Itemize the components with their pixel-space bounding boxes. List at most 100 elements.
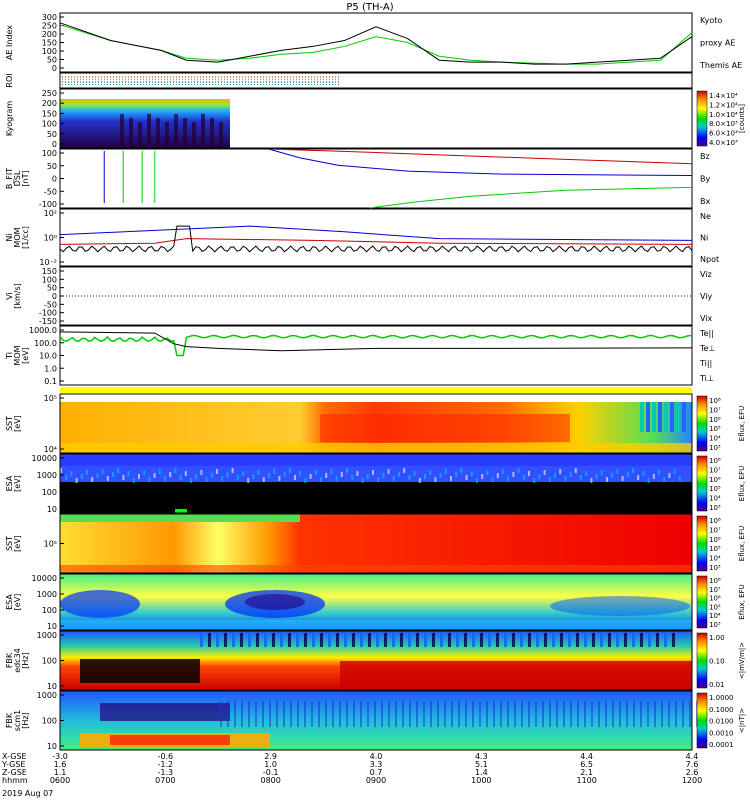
fbk-b-stripe [542, 701, 544, 727]
colorbar-tick-label: 0.01 [709, 681, 725, 689]
fbk-e-stripe [280, 633, 283, 647]
fbk-b-stripe [528, 701, 530, 727]
sst-i-bottom [60, 565, 692, 573]
fbk-e-stripe [472, 633, 475, 647]
colorbar-tick-label: 10⁵ [709, 603, 721, 611]
esa-e-speckle [637, 475, 640, 480]
fbk-b-stripe [416, 701, 418, 727]
colorbar-tick-label: 10⁴ [709, 612, 721, 620]
esa-e-speckle [70, 471, 73, 476]
fbk-b-stripe [479, 701, 481, 727]
sst-e-stripe [646, 402, 650, 432]
x-axis-value: 4.4 [580, 752, 593, 761]
ae-series-kyoto [59, 24, 693, 65]
fbk-e-stripe [360, 633, 363, 647]
y-axis-label: [Hz] [21, 652, 30, 668]
x-axis-value: 0.7 [370, 768, 383, 777]
legend-entry: Kyoto [700, 16, 722, 25]
legend-entry: proxy AE [700, 39, 735, 48]
x-axis-value: 0700 [155, 776, 175, 785]
fbk-e-stripe [216, 633, 219, 647]
sst-e-stripe [676, 402, 680, 432]
esa-e-speckle [450, 476, 452, 481]
y-tick-label: 1000 [37, 631, 57, 640]
legend-entry: Ti|| [699, 359, 712, 368]
fbk-b-stripe [451, 701, 453, 727]
fbk-e-stripe [496, 633, 499, 647]
panel-fbk_e: FBK edc34 [Hz] 1000 100 10 1.00 0.10 0.01 <|mV/m|… [5, 630, 746, 691]
y-tick-label: 100 [42, 717, 57, 726]
esa-e-speckle [164, 476, 166, 481]
esa-e-speckle [351, 475, 354, 480]
y-axis-label: scm1 [13, 710, 22, 731]
colorbar-tick-label: 6.0×10³ [709, 130, 738, 138]
npot-line [59, 225, 693, 241]
kyogram-dark-band [120, 114, 124, 145]
bz-line [268, 148, 693, 165]
legend-entry: By [700, 175, 710, 184]
fbk-b-stripe [619, 701, 621, 727]
esa-i-blob [60, 590, 140, 618]
y-axis-label: Vi [5, 292, 14, 300]
esa-e-speckle [65, 475, 68, 480]
y-tick-label: -50 [44, 300, 57, 309]
x-axis-value: 1.6 [54, 760, 67, 769]
y-axis-label: B_FIT [5, 168, 14, 189]
colorbar-tick-label: 10³ [709, 564, 721, 572]
esa-e-speckle [210, 473, 213, 478]
fbk-e-stripe [296, 633, 299, 647]
y-axis-label: SST [5, 536, 14, 551]
fbk-e-stripe [672, 633, 675, 647]
fbk-e-stripe [544, 633, 547, 647]
panel-bg [60, 13, 692, 72]
esa-e-speckle [262, 477, 265, 482]
esa-e-speckle [200, 470, 203, 475]
y-tick-label: 0 [52, 64, 57, 73]
y-tick-label: 10 [47, 505, 57, 514]
fbk-e-stripe [624, 633, 627, 647]
colorbar-tick-label: 0.0100 [709, 718, 734, 726]
x-axis-value: 1100 [576, 776, 596, 785]
esa-e-speckle [127, 471, 130, 476]
x-axis-value: 1000 [471, 776, 491, 785]
panel-roi: ROI [5, 72, 693, 89]
x-axis-value: 1200 [682, 776, 702, 785]
kyogram-dark-band [183, 118, 187, 149]
colorbar-tick-label: 4.0×10³ [709, 139, 738, 147]
y-tick-label: 10⁰ [44, 234, 57, 243]
esa-i-blob [550, 596, 690, 616]
sst-e-stripe [682, 402, 686, 432]
esa-e-speckle [626, 472, 629, 477]
fbk-b-stripe [689, 701, 691, 727]
fbk-e-stripe [512, 633, 515, 647]
esa-e-speckle [143, 470, 146, 475]
by-line [369, 186, 693, 209]
esa-i-blob-core [245, 594, 305, 610]
fbk-e-stripe [344, 633, 347, 647]
y-tick-label: 100 [42, 275, 57, 284]
colorbar-label: Eflux, EFU [738, 526, 746, 561]
y-tick-label: -50 [44, 187, 57, 196]
fbk-e-stripe [248, 633, 251, 647]
fbk-e-stripe [208, 633, 211, 647]
legend-entry: Viy [700, 292, 713, 301]
sst-e-core [320, 414, 570, 442]
kyogram-dark-band [147, 114, 151, 145]
esa-e-speckle [502, 469, 504, 474]
fbk-e-stripe [488, 633, 491, 647]
esa-e-speckle [455, 472, 458, 477]
esa-e-speckle [372, 470, 374, 475]
esa-e-speckle [481, 474, 484, 479]
x-axis-value: 1.0 [264, 760, 277, 769]
fbk-e-stripe [400, 633, 403, 647]
y-tick-label: 10000 [32, 454, 57, 463]
fbk-b-stripe [612, 701, 614, 727]
panel-frame [59, 393, 693, 454]
fbk-e-stripe [376, 633, 379, 647]
colorbar-label: Eflux, EFU [738, 584, 746, 619]
y-tick-label: 100 [42, 149, 57, 158]
esa-e-speckle [616, 469, 619, 474]
y-axis-label: [eV] [13, 475, 22, 492]
fbk-b-stripe [486, 701, 488, 727]
